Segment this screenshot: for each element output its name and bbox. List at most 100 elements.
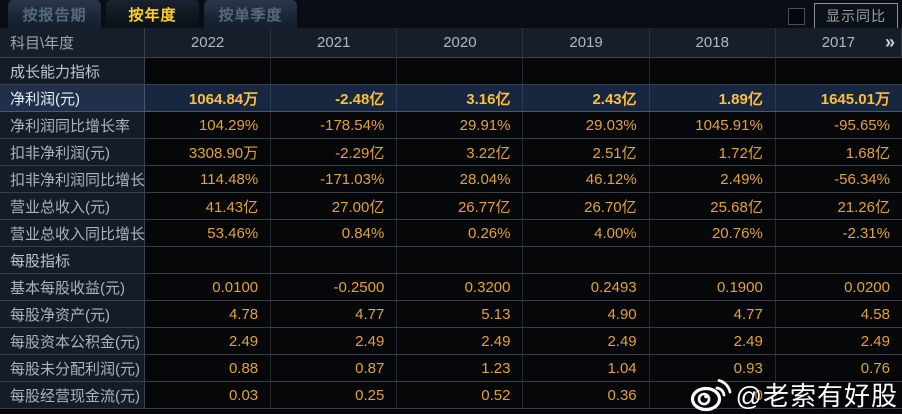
table-cell: 20.76% — [649, 220, 776, 246]
table-cell: 46.12% — [523, 166, 650, 192]
table-cell: 3.16亿 — [397, 85, 524, 111]
table-row[interactable]: 净利润(元) 1064.84万 -2.48亿 3.16亿 2.43亿 1.89亿 1645.… — [0, 85, 902, 112]
table-row[interactable]: 每股净资产(元) 4.78 4.77 5.13 4.90 4.77 4.58 — [0, 301, 902, 328]
table-cell: -2.48亿 — [271, 85, 398, 111]
table-cell — [145, 58, 272, 84]
table-cell: 29.91% — [397, 112, 524, 138]
row-label: 扣非净利润(元) — [0, 139, 145, 165]
year-header-2017: 2017 — [776, 28, 902, 57]
table-cell: 4.77 — [649, 301, 776, 327]
table-cell: 29.03% — [523, 112, 650, 138]
table-header: 科目\年度 2022 2021 2020 2019 2018 2017 » — [0, 28, 902, 58]
table-cell: 2.49 — [775, 328, 902, 354]
table-cell: 0.26% — [397, 220, 524, 246]
table-cell: 3.22亿 — [397, 139, 524, 165]
table-cell: -0.2500 — [271, 274, 398, 300]
table-cell: -95.65% — [775, 112, 902, 138]
table-cell: 2.49 — [649, 328, 776, 354]
tab-by-year[interactable]: 按年度 — [106, 0, 199, 28]
table-cell — [523, 247, 650, 273]
row-label: 净利润同比增长率 — [0, 112, 145, 138]
table-cell: 104.29% — [145, 112, 272, 138]
table-cell: 2.43亿 — [523, 85, 650, 111]
table-cell: 0 — [649, 382, 776, 408]
table-cell — [145, 247, 272, 273]
tab-by-quarter[interactable]: 按单季度 — [204, 0, 297, 28]
table-cell: 0.76 — [775, 355, 902, 381]
table-cell: 2.49% — [649, 166, 776, 192]
table-cell — [523, 58, 650, 84]
table-cell: -56.34% — [775, 166, 902, 192]
table-row[interactable]: 扣非净利润同比增长率 114.48% -171.03% 28.04% 46.12% 2.4… — [0, 166, 902, 193]
year-header-2019: 2019 — [523, 28, 650, 57]
table-cell — [397, 58, 524, 84]
header-controls: 显示同比 — [788, 3, 898, 30]
table-cell: 1.68亿 — [775, 139, 902, 165]
show-yoy-checkbox[interactable] — [788, 8, 805, 25]
table-row: 成长能力指标 — [0, 58, 902, 85]
table-cell: 0.84% — [271, 220, 398, 246]
row-label: 每股指标 — [0, 247, 145, 273]
row-label: 基本每股收益(元) — [0, 274, 145, 300]
row-label: 净利润(元) — [0, 85, 145, 111]
table-cell: 4.90 — [523, 301, 650, 327]
table-cell: 2.49 — [145, 328, 272, 354]
table-cell: 1045.91% — [649, 112, 776, 138]
table-cell — [397, 247, 524, 273]
table-cell — [271, 247, 398, 273]
row-label: 每股未分配利润(元) — [0, 355, 145, 381]
show-yoy-label[interactable]: 显示同比 — [814, 3, 898, 30]
table-cell: 0.88 — [145, 355, 272, 381]
year-header-2020: 2020 — [397, 28, 524, 57]
table-cell: 21.26亿 — [775, 193, 902, 219]
table-cell: 1.89亿 — [649, 85, 776, 111]
tab-bar: 按报告期 按年度 按单季度 显示同比 — [0, 0, 902, 30]
table-cell: 4.78 — [145, 301, 272, 327]
table-cell: 1064.84万 — [145, 85, 272, 111]
table-row[interactable]: 基本每股收益(元) 0.0100 -0.2500 0.3200 0.2493 0.1900… — [0, 274, 902, 301]
tab-by-report-period[interactable]: 按报告期 — [8, 0, 101, 28]
table-row[interactable]: 每股未分配利润(元) 0.88 0.87 1.23 1.04 0.93 0.76 — [0, 355, 902, 382]
table-body: 成长能力指标 净利润(元) 1064.84万 -2.48亿 3.16亿 2.43亿 1.89… — [0, 58, 902, 409]
table-cell: 0.52 — [397, 382, 524, 408]
row-label: 每股经营现金流(元) — [0, 382, 145, 408]
table-cell: 4.77 — [271, 301, 398, 327]
table-cell: 41.43亿 — [145, 193, 272, 219]
table-cell: 1645.01万 — [775, 85, 902, 111]
year-header-2021: 2021 — [271, 28, 398, 57]
table-cell — [775, 58, 902, 84]
table-cell: 2.49 — [271, 328, 398, 354]
table-row[interactable]: 营业总收入同比增长率 53.46% 0.84% 0.26% 4.00% 20.76% -2.… — [0, 220, 902, 247]
table-cell: 0.1900 — [649, 274, 776, 300]
table-cell: -171.03% — [271, 166, 398, 192]
table-cell — [775, 247, 902, 273]
table-cell: 114.48% — [145, 166, 272, 192]
row-label: 每股资本公积金(元) — [0, 328, 145, 354]
row-label: 每股净资产(元) — [0, 301, 145, 327]
table-cell: 2.51亿 — [523, 139, 650, 165]
table-row[interactable]: 扣非净利润(元) 3308.90万 -2.29亿 3.22亿 2.51亿 1.72亿 1.6… — [0, 139, 902, 166]
more-years-icon[interactable]: » — [884, 32, 895, 52]
table-cell: 4.58 — [775, 301, 902, 327]
table-row[interactable]: 营业总收入(元) 41.43亿 27.00亿 26.77亿 26.70亿 25.68亿 21… — [0, 193, 902, 220]
table-row: 每股指标 — [0, 247, 902, 274]
table-cell: 3308.90万 — [145, 139, 272, 165]
table-cell: 53.46% — [145, 220, 272, 246]
table-row[interactable]: 每股经营现金流(元) 0.03 0.25 0.52 0.36 0 — [0, 382, 902, 409]
table-cell: 26.77亿 — [397, 193, 524, 219]
table-cell: 0.25 — [271, 382, 398, 408]
table-cell: 1.23 — [397, 355, 524, 381]
table-cell: 25.68亿 — [649, 193, 776, 219]
table-cell: 0.0100 — [145, 274, 272, 300]
table-cell: 27.00亿 — [271, 193, 398, 219]
table-row[interactable]: 每股资本公积金(元) 2.49 2.49 2.49 2.49 2.49 2.49 — [0, 328, 902, 355]
table-row[interactable]: 净利润同比增长率 104.29% -178.54% 29.91% 29.03% 1045.… — [0, 112, 902, 139]
table-cell: 1.04 — [523, 355, 650, 381]
table-cell — [649, 58, 776, 84]
table-cell — [775, 382, 902, 408]
corner-header-cell: 科目\年度 — [0, 28, 145, 57]
table-cell: 4.00% — [523, 220, 650, 246]
table-cell: 0.0200 — [775, 274, 902, 300]
table-cell: -178.54% — [271, 112, 398, 138]
